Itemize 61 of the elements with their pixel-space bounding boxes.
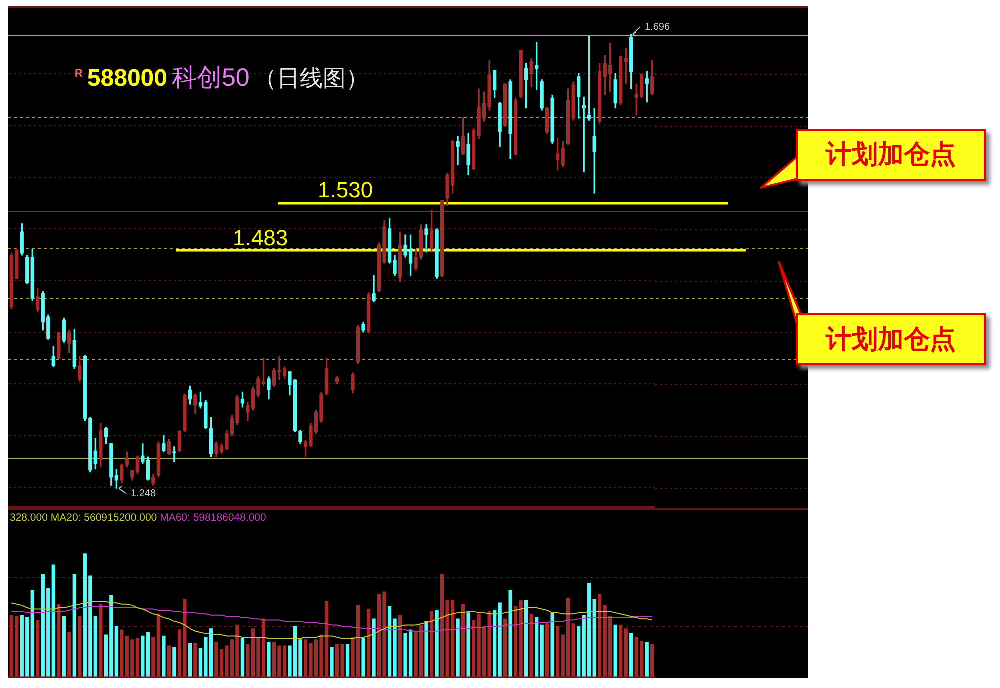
bar: [188, 643, 192, 677]
bar: [94, 616, 98, 677]
bar: [614, 624, 618, 677]
bar: [68, 632, 72, 677]
bar: [240, 638, 245, 677]
bar: [461, 604, 466, 677]
bar: [556, 626, 560, 677]
bar: [508, 590, 512, 677]
bar: [645, 642, 649, 677]
bar: [430, 611, 434, 677]
candlestick: [424, 224, 428, 253]
bar: [624, 628, 628, 677]
bar: [172, 646, 176, 677]
bar: [30, 590, 34, 677]
bar: [366, 608, 371, 677]
bar: [78, 616, 82, 677]
ref-line-label: 1.483: [233, 225, 288, 250]
bar: [619, 624, 623, 677]
bar: [424, 621, 428, 677]
bar: [398, 615, 402, 677]
bar: [346, 644, 350, 677]
text: 1.696: [645, 22, 670, 34]
text: $^{R}$ 588000 科创50 （日线图）: [75, 64, 370, 92]
text: MA60: 598186048.000: [160, 512, 266, 524]
bar: [650, 644, 654, 677]
bar: [194, 643, 198, 677]
text: MA20: 560915200.000: [50, 512, 158, 524]
bar: [630, 633, 634, 677]
bar: [372, 618, 376, 677]
candlestick: [172, 446, 176, 463]
bar: [99, 604, 103, 677]
bar: [162, 636, 166, 677]
bar: [598, 594, 602, 677]
bar: [503, 618, 508, 677]
ref-line-label: 1.530: [318, 178, 374, 203]
bar: [530, 614, 534, 677]
bar: [167, 646, 172, 677]
bar: [466, 612, 470, 677]
bar: [362, 638, 366, 677]
bar: [540, 624, 544, 677]
bar: [330, 646, 334, 677]
bar: [120, 630, 124, 677]
bar: [114, 626, 118, 677]
bar: [62, 616, 66, 677]
text: 328.000: [10, 512, 48, 524]
bar: [456, 618, 460, 677]
bar: [72, 574, 76, 677]
bar: [36, 620, 40, 677]
bar: [524, 600, 528, 677]
bar: [535, 618, 539, 677]
annotation: 1.248: [131, 488, 156, 500]
bar: [572, 624, 576, 677]
bar: [267, 642, 271, 677]
bar: [577, 626, 581, 677]
bar: [57, 604, 61, 677]
bar: [52, 564, 56, 677]
bar: [592, 599, 596, 677]
candlestick: [456, 136, 460, 166]
bar: [435, 610, 439, 677]
bar: [546, 624, 550, 677]
bar: [550, 612, 554, 677]
